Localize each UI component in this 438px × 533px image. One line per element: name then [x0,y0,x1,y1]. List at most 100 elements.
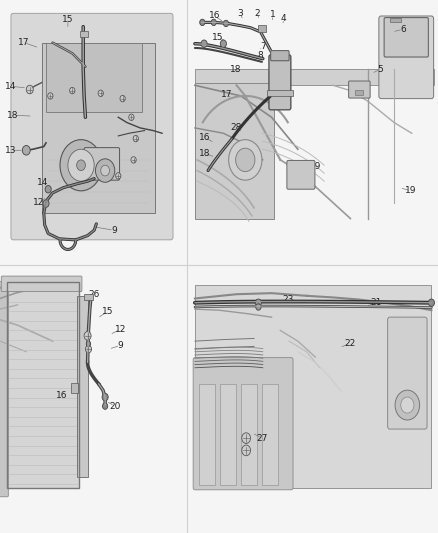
Circle shape [129,114,134,120]
Text: 9: 9 [117,341,124,350]
Bar [80,31,88,37]
Text: 17: 17 [18,38,30,47]
Text: 12: 12 [33,198,44,207]
Text: 16: 16 [209,12,220,20]
Bar [195,69,434,85]
Circle shape [70,87,75,94]
Circle shape [60,140,102,191]
Text: 18: 18 [230,65,241,74]
Bar [84,294,93,300]
Circle shape [242,445,251,456]
Text: 17: 17 [221,91,233,99]
Circle shape [45,185,51,193]
Circle shape [48,93,53,99]
Bar [262,384,278,485]
Circle shape [85,345,92,353]
Circle shape [395,390,420,420]
Bar [42,43,155,213]
Text: 15: 15 [212,33,224,42]
Text: 1: 1 [269,11,276,19]
Circle shape [220,40,226,47]
Circle shape [120,95,125,102]
Circle shape [200,19,205,26]
Text: 28: 28 [230,124,241,132]
Text: 16: 16 [57,391,68,400]
Circle shape [102,393,108,401]
Circle shape [116,173,121,179]
Bar [258,25,266,32]
Text: 26: 26 [88,290,100,298]
Circle shape [86,341,91,346]
Bar [7,282,79,488]
Circle shape [84,332,91,340]
Text: 3: 3 [237,10,243,18]
Circle shape [428,299,434,306]
Circle shape [211,19,216,26]
FancyBboxPatch shape [11,13,173,240]
Bar [220,384,236,485]
FancyBboxPatch shape [349,81,370,98]
FancyBboxPatch shape [388,317,427,429]
Bar [7,282,79,488]
Bar [46,43,142,112]
Text: 18: 18 [7,111,19,119]
Circle shape [255,299,261,306]
Text: 12: 12 [115,325,126,334]
Text: 27: 27 [256,434,268,442]
Text: 9: 9 [111,226,117,235]
FancyBboxPatch shape [379,16,434,99]
Text: 19: 19 [405,187,417,195]
Circle shape [242,433,251,443]
Circle shape [201,40,207,47]
Bar [71,383,78,393]
Circle shape [133,135,138,142]
Circle shape [98,90,103,96]
Circle shape [101,165,110,176]
Text: 23: 23 [283,295,294,304]
Circle shape [102,403,108,409]
Bar [77,296,88,477]
FancyBboxPatch shape [0,281,8,497]
Bar [355,90,363,95]
Circle shape [26,85,33,94]
Text: 7: 7 [260,43,266,51]
Text: 14: 14 [37,178,49,187]
Circle shape [22,146,30,155]
Circle shape [43,200,49,207]
FancyBboxPatch shape [1,276,82,292]
Circle shape [68,149,94,181]
Circle shape [223,20,229,27]
Text: 21: 21 [370,298,381,307]
FancyBboxPatch shape [195,285,431,488]
Circle shape [236,148,255,172]
Circle shape [131,157,136,163]
Text: 8: 8 [257,51,263,60]
Text: 29: 29 [310,162,321,171]
Text: 15: 15 [62,15,74,24]
Text: 15: 15 [102,308,113,316]
FancyBboxPatch shape [287,160,315,189]
Text: 4: 4 [281,14,286,23]
Circle shape [77,160,85,171]
Bar [267,90,293,96]
Bar [199,384,215,485]
FancyBboxPatch shape [195,83,274,219]
FancyBboxPatch shape [271,51,289,61]
Text: 20: 20 [109,402,120,410]
Circle shape [229,140,262,180]
Text: 2: 2 [255,9,260,18]
FancyBboxPatch shape [269,55,291,110]
Text: 22: 22 [344,340,355,348]
FancyBboxPatch shape [193,358,293,490]
Text: 13: 13 [5,146,17,155]
FancyBboxPatch shape [84,148,120,180]
Text: 6: 6 [400,25,406,34]
Text: 16: 16 [199,133,211,142]
Text: 5: 5 [377,65,383,74]
Circle shape [95,159,115,182]
FancyBboxPatch shape [384,18,428,57]
Bar [241,384,257,485]
Circle shape [256,304,261,310]
Text: 18: 18 [199,149,211,158]
Text: 14: 14 [5,82,17,91]
